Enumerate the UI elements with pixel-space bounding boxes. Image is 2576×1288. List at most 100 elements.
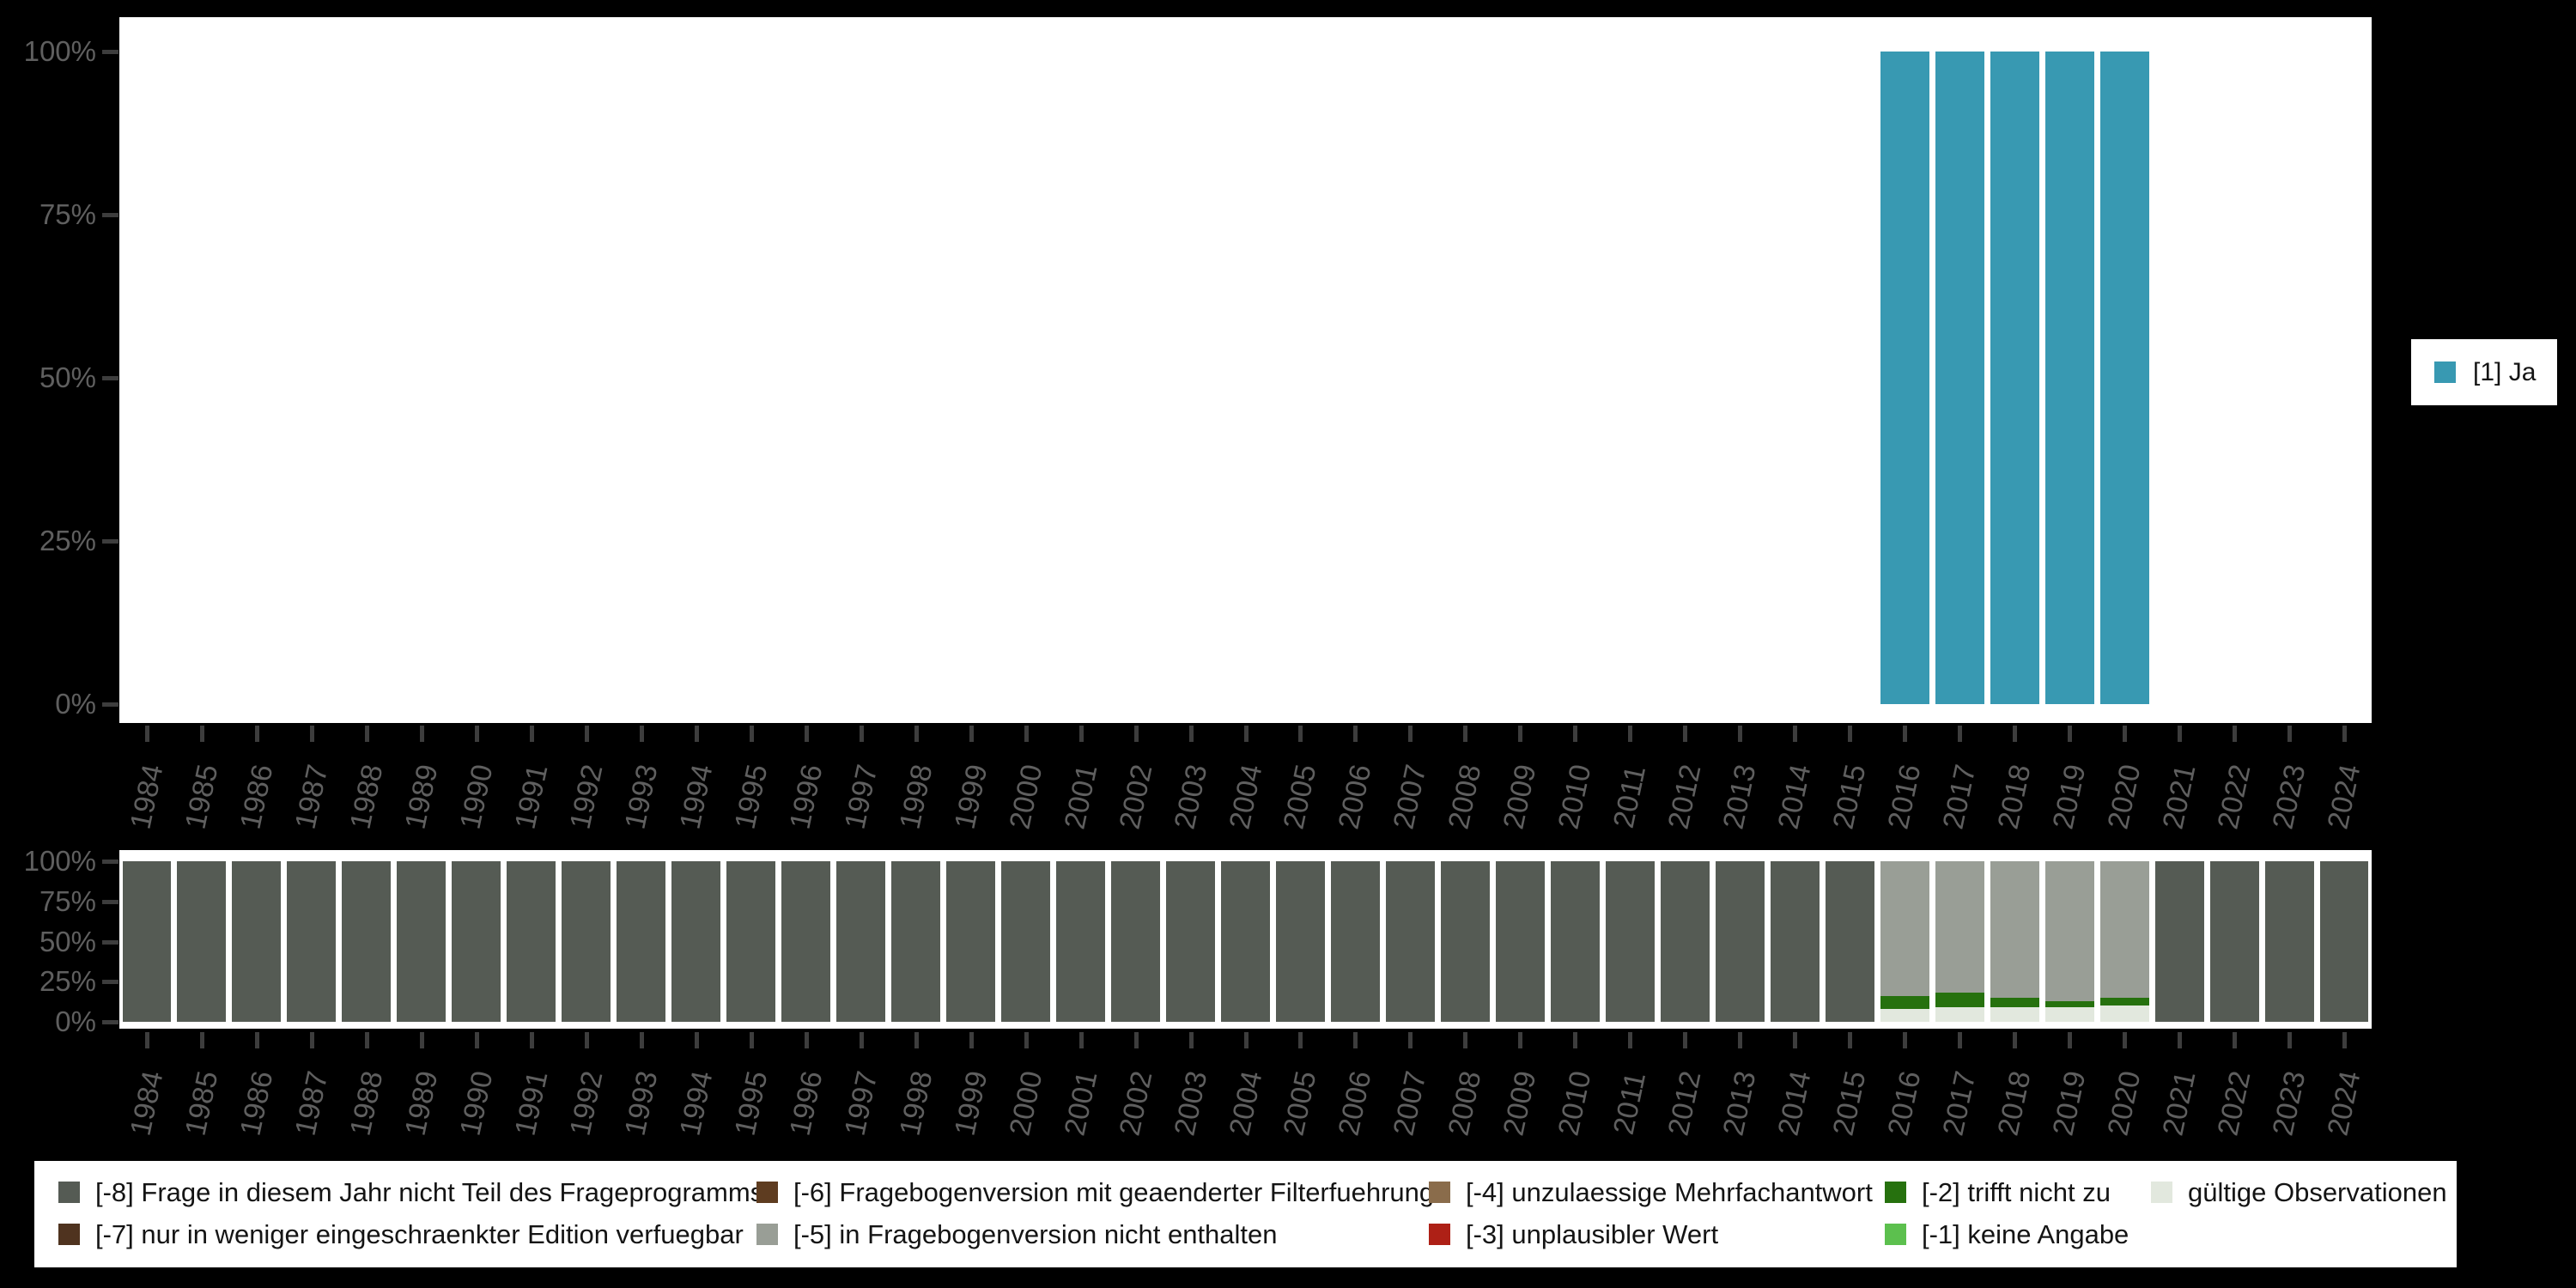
- bar-2016-valid: [1880, 1009, 1929, 1022]
- x-label-0-1987: 1987: [289, 762, 335, 832]
- x-tick-1-1990: [474, 1032, 479, 1048]
- x-label-1-2023: 2023: [2266, 1068, 2312, 1139]
- y-tick-1-4: [102, 1020, 118, 1024]
- x-label-1-2020: 2020: [2101, 1068, 2148, 1139]
- x-tick-0-2000: [1024, 726, 1029, 742]
- x-label-1-1997: 1997: [838, 1068, 884, 1139]
- x-tick-1-2022: [2233, 1032, 2238, 1048]
- x-label-1-2022: 2022: [2211, 1068, 2257, 1139]
- x-tick-0-2008: [1463, 726, 1468, 742]
- x-tick-1-2023: [2287, 1032, 2293, 1048]
- bottom-chart-plot-area: [119, 850, 2372, 1029]
- legend-swatch--6: [756, 1182, 778, 1203]
- x-label-1-2024: 2024: [2321, 1068, 2367, 1139]
- legend-label--5: [-5] in Fragebogenversion nicht enthalte…: [793, 1219, 1278, 1249]
- x-label-1-2010: 2010: [1552, 1068, 1598, 1139]
- x-label-1-2016: 2016: [1881, 1068, 1928, 1139]
- legend-label--7: [-7] nur in weniger eingeschraenkter Edi…: [95, 1219, 744, 1249]
- x-tick-1-2000: [1024, 1032, 1029, 1048]
- x-tick-1-2001: [1078, 1032, 1084, 1048]
- y-tick-label-1-3: 25%: [39, 965, 96, 998]
- x-label-1-1991: 1991: [508, 1068, 555, 1139]
- x-tick-1-1986: [254, 1032, 259, 1048]
- bar-2003--8: [1166, 861, 1215, 1022]
- x-tick-0-1992: [584, 726, 589, 742]
- bar-2016--5: [1880, 861, 1929, 997]
- bar-2016--2: [1880, 996, 1929, 1010]
- legend-item--2: [-2] trifft nicht zu: [1885, 1177, 2111, 1207]
- bar-1988--8: [342, 861, 392, 1022]
- x-label-1-1986: 1986: [234, 1068, 280, 1139]
- bar-2010--8: [1550, 861, 1600, 1022]
- x-tick-0-2013: [1738, 726, 1743, 742]
- x-label-0-2021: 2021: [2156, 762, 2202, 832]
- y-tick-1-2: [102, 939, 118, 945]
- x-tick-1-1984: [144, 1032, 149, 1048]
- x-tick-0-2012: [1683, 726, 1688, 742]
- x-tick-1-2011: [1628, 1032, 1633, 1048]
- x-tick-1-2014: [1793, 1032, 1798, 1048]
- y-tick-label-1-1: 75%: [39, 884, 96, 917]
- x-tick-1-1994: [694, 1032, 699, 1048]
- legend-swatch--3: [1429, 1224, 1450, 1245]
- x-tick-0-2019: [2068, 726, 2073, 742]
- x-label-0-2013: 2013: [1716, 762, 1763, 832]
- x-tick-1-1985: [199, 1032, 204, 1048]
- x-label-0-2024: 2024: [2321, 762, 2367, 832]
- x-label-1-2007: 2007: [1387, 1068, 1433, 1139]
- x-label-1-2006: 2006: [1332, 1068, 1378, 1139]
- x-label-0-2012: 2012: [1662, 762, 1708, 832]
- x-label-1-2009: 2009: [1497, 1068, 1543, 1139]
- x-tick-0-2007: [1408, 726, 1413, 742]
- x-label-1-1992: 1992: [563, 1068, 610, 1139]
- y-tick-label-0-3: 25%: [39, 524, 96, 556]
- x-tick-1-1992: [584, 1032, 589, 1048]
- x-label-0-1998: 1998: [893, 762, 939, 832]
- x-label-0-2023: 2023: [2266, 762, 2312, 832]
- bar-1998--8: [891, 861, 941, 1022]
- legend-label--1: [-1] keine Angabe: [1922, 1219, 2129, 1249]
- right-legend: [1] Ja: [2411, 339, 2557, 405]
- bar-2017--5: [1935, 861, 1984, 993]
- x-tick-1-1988: [364, 1032, 369, 1048]
- x-tick-0-1996: [804, 726, 809, 742]
- bar-2024--8: [2319, 861, 2369, 1022]
- x-label-1-1993: 1993: [618, 1068, 665, 1139]
- bar-1992--8: [562, 861, 611, 1022]
- x-tick-0-2004: [1243, 726, 1249, 742]
- x-label-0-2014: 2014: [1771, 762, 1818, 832]
- x-tick-0-2003: [1188, 726, 1194, 742]
- x-label-0-1992: 1992: [563, 762, 610, 832]
- bar-1989--8: [397, 861, 447, 1022]
- bar-1994--8: [671, 861, 721, 1022]
- x-label-0-2001: 2001: [1058, 762, 1104, 832]
- x-label-1-2014: 2014: [1771, 1068, 1818, 1139]
- bar-1984--8: [122, 861, 172, 1022]
- x-label-1-1984: 1984: [124, 1068, 170, 1139]
- x-tick-1-2002: [1133, 1032, 1139, 1048]
- legend-item-valid: gültige Observationen: [2151, 1179, 2447, 1206]
- bar-2019--2: [2044, 1000, 2094, 1008]
- legend-item--7: [-7] nur in weniger eingeschraenkter Edi…: [58, 1219, 744, 1249]
- y-tick-label-0-1: 75%: [39, 197, 96, 230]
- x-tick-0-2010: [1573, 726, 1578, 742]
- x-label-1-2019: 2019: [2046, 1068, 2093, 1139]
- legend-item--6: [-6] Fragebogenversion mit geaenderter F…: [756, 1179, 1434, 1206]
- x-label-0-2008: 2008: [1442, 762, 1488, 832]
- bar-2018--5: [1990, 861, 2039, 998]
- x-tick-0-2016: [1903, 726, 1908, 742]
- x-label-1-1996: 1996: [783, 1068, 829, 1139]
- x-tick-1-2016: [1903, 1032, 1908, 1048]
- bar-2006--8: [1330, 861, 1380, 1022]
- bar-2019-valid: [2044, 1007, 2094, 1022]
- legend-item--1: [-1] keine Angabe: [1885, 1219, 2129, 1249]
- y-tick-label-1-4: 0%: [55, 1005, 96, 1037]
- legend-label--2: [-2] trifft nicht zu: [1922, 1177, 2111, 1207]
- bar-2023--8: [2264, 861, 2314, 1022]
- x-label-0-1997: 1997: [838, 762, 884, 832]
- x-tick-0-2021: [2178, 726, 2183, 742]
- x-label-1-1989: 1989: [398, 1068, 445, 1139]
- bar-2012--8: [1660, 861, 1710, 1022]
- missing-codes-legend: [-8] Frage in diesem Jahr nicht Teil des…: [34, 1161, 2457, 1267]
